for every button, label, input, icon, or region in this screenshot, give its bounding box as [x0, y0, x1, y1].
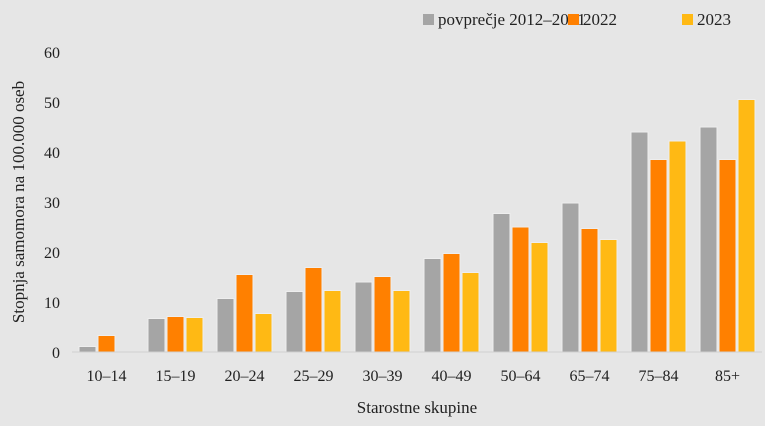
- x-tick-label: 10–14: [87, 368, 127, 385]
- bar-2022-85+: [718, 159, 737, 353]
- bar-2022-30–39: [373, 276, 392, 353]
- x-axis-label: Starostne skupine: [357, 398, 477, 417]
- y-tick-label: 30: [44, 195, 60, 212]
- bar-2023-85+: [737, 99, 756, 353]
- legend-label: 2023: [697, 10, 731, 29]
- y-tick-label: 20: [44, 245, 60, 262]
- bar-2022-65–74: [580, 228, 599, 353]
- y-tick-label: 0: [52, 345, 60, 362]
- bar-avg-40–49: [423, 258, 442, 353]
- y-axis-label: Stopnja samomora na 100.000 oseb: [9, 81, 28, 323]
- x-tick-label: 75–84: [639, 368, 679, 385]
- y-tick-label: 50: [44, 95, 60, 112]
- bar-2022-75–84: [649, 159, 668, 353]
- bar-avg-65–74: [561, 202, 580, 353]
- x-tick-label: 25–29: [294, 368, 334, 385]
- bar-2023-50–64: [530, 242, 549, 353]
- bar-2023-30–39: [392, 290, 411, 353]
- bar-avg-20–24: [216, 298, 235, 353]
- bar-2023-65–74: [599, 239, 618, 353]
- bar-2022-15–19: [166, 316, 185, 353]
- legend-label: povprečje 2012–2021: [438, 10, 586, 29]
- bar-avg-50–64: [492, 213, 511, 353]
- x-tick-label: 50–64: [501, 368, 541, 385]
- x-tick-label: 40–49: [432, 368, 472, 385]
- bars: [78, 99, 756, 353]
- bar-2023-75–84: [668, 140, 687, 353]
- bar-2022-25–29: [304, 267, 323, 353]
- bar-2022-40–49: [442, 253, 461, 353]
- x-axis: 10–14 15–19 20–24 25–29 30–39 40–49 50–64 65–74…: [87, 368, 741, 385]
- x-tick-label: 85+: [715, 368, 740, 385]
- y-tick-label: 60: [44, 45, 60, 62]
- x-tick-label: 65–74: [570, 368, 610, 385]
- bar-avg-30–39: [354, 281, 373, 353]
- x-tick-label: 15–19: [156, 368, 196, 385]
- bar-avg-85+: [699, 126, 718, 353]
- bar-avg-10–14: [78, 346, 97, 353]
- bar-2022-50–64: [511, 226, 530, 353]
- bar-avg-75–84: [630, 131, 649, 353]
- bar-2022-20–24: [235, 274, 254, 353]
- y-axis: 0 10 20 30 40 50 60: [44, 45, 60, 362]
- bar-2023-40–49: [461, 272, 480, 353]
- bar-2023-15–19: [185, 317, 204, 353]
- bar-avg-25–29: [285, 291, 304, 353]
- y-tick-label: 40: [44, 145, 60, 162]
- legend-swatch: [682, 14, 693, 25]
- y-tick-label: 10: [44, 295, 60, 312]
- bar-2022-10–14: [97, 335, 116, 353]
- bar-avg-15–19: [147, 318, 166, 353]
- x-tick-label: 30–39: [363, 368, 403, 385]
- bar-2023-20–24: [254, 313, 273, 353]
- legend-swatch: [568, 14, 579, 25]
- legend-label: 2022: [583, 10, 617, 29]
- x-tick-label: 20–24: [225, 368, 265, 385]
- bar-2023-25–29: [323, 290, 342, 353]
- legend-swatch: [423, 14, 434, 25]
